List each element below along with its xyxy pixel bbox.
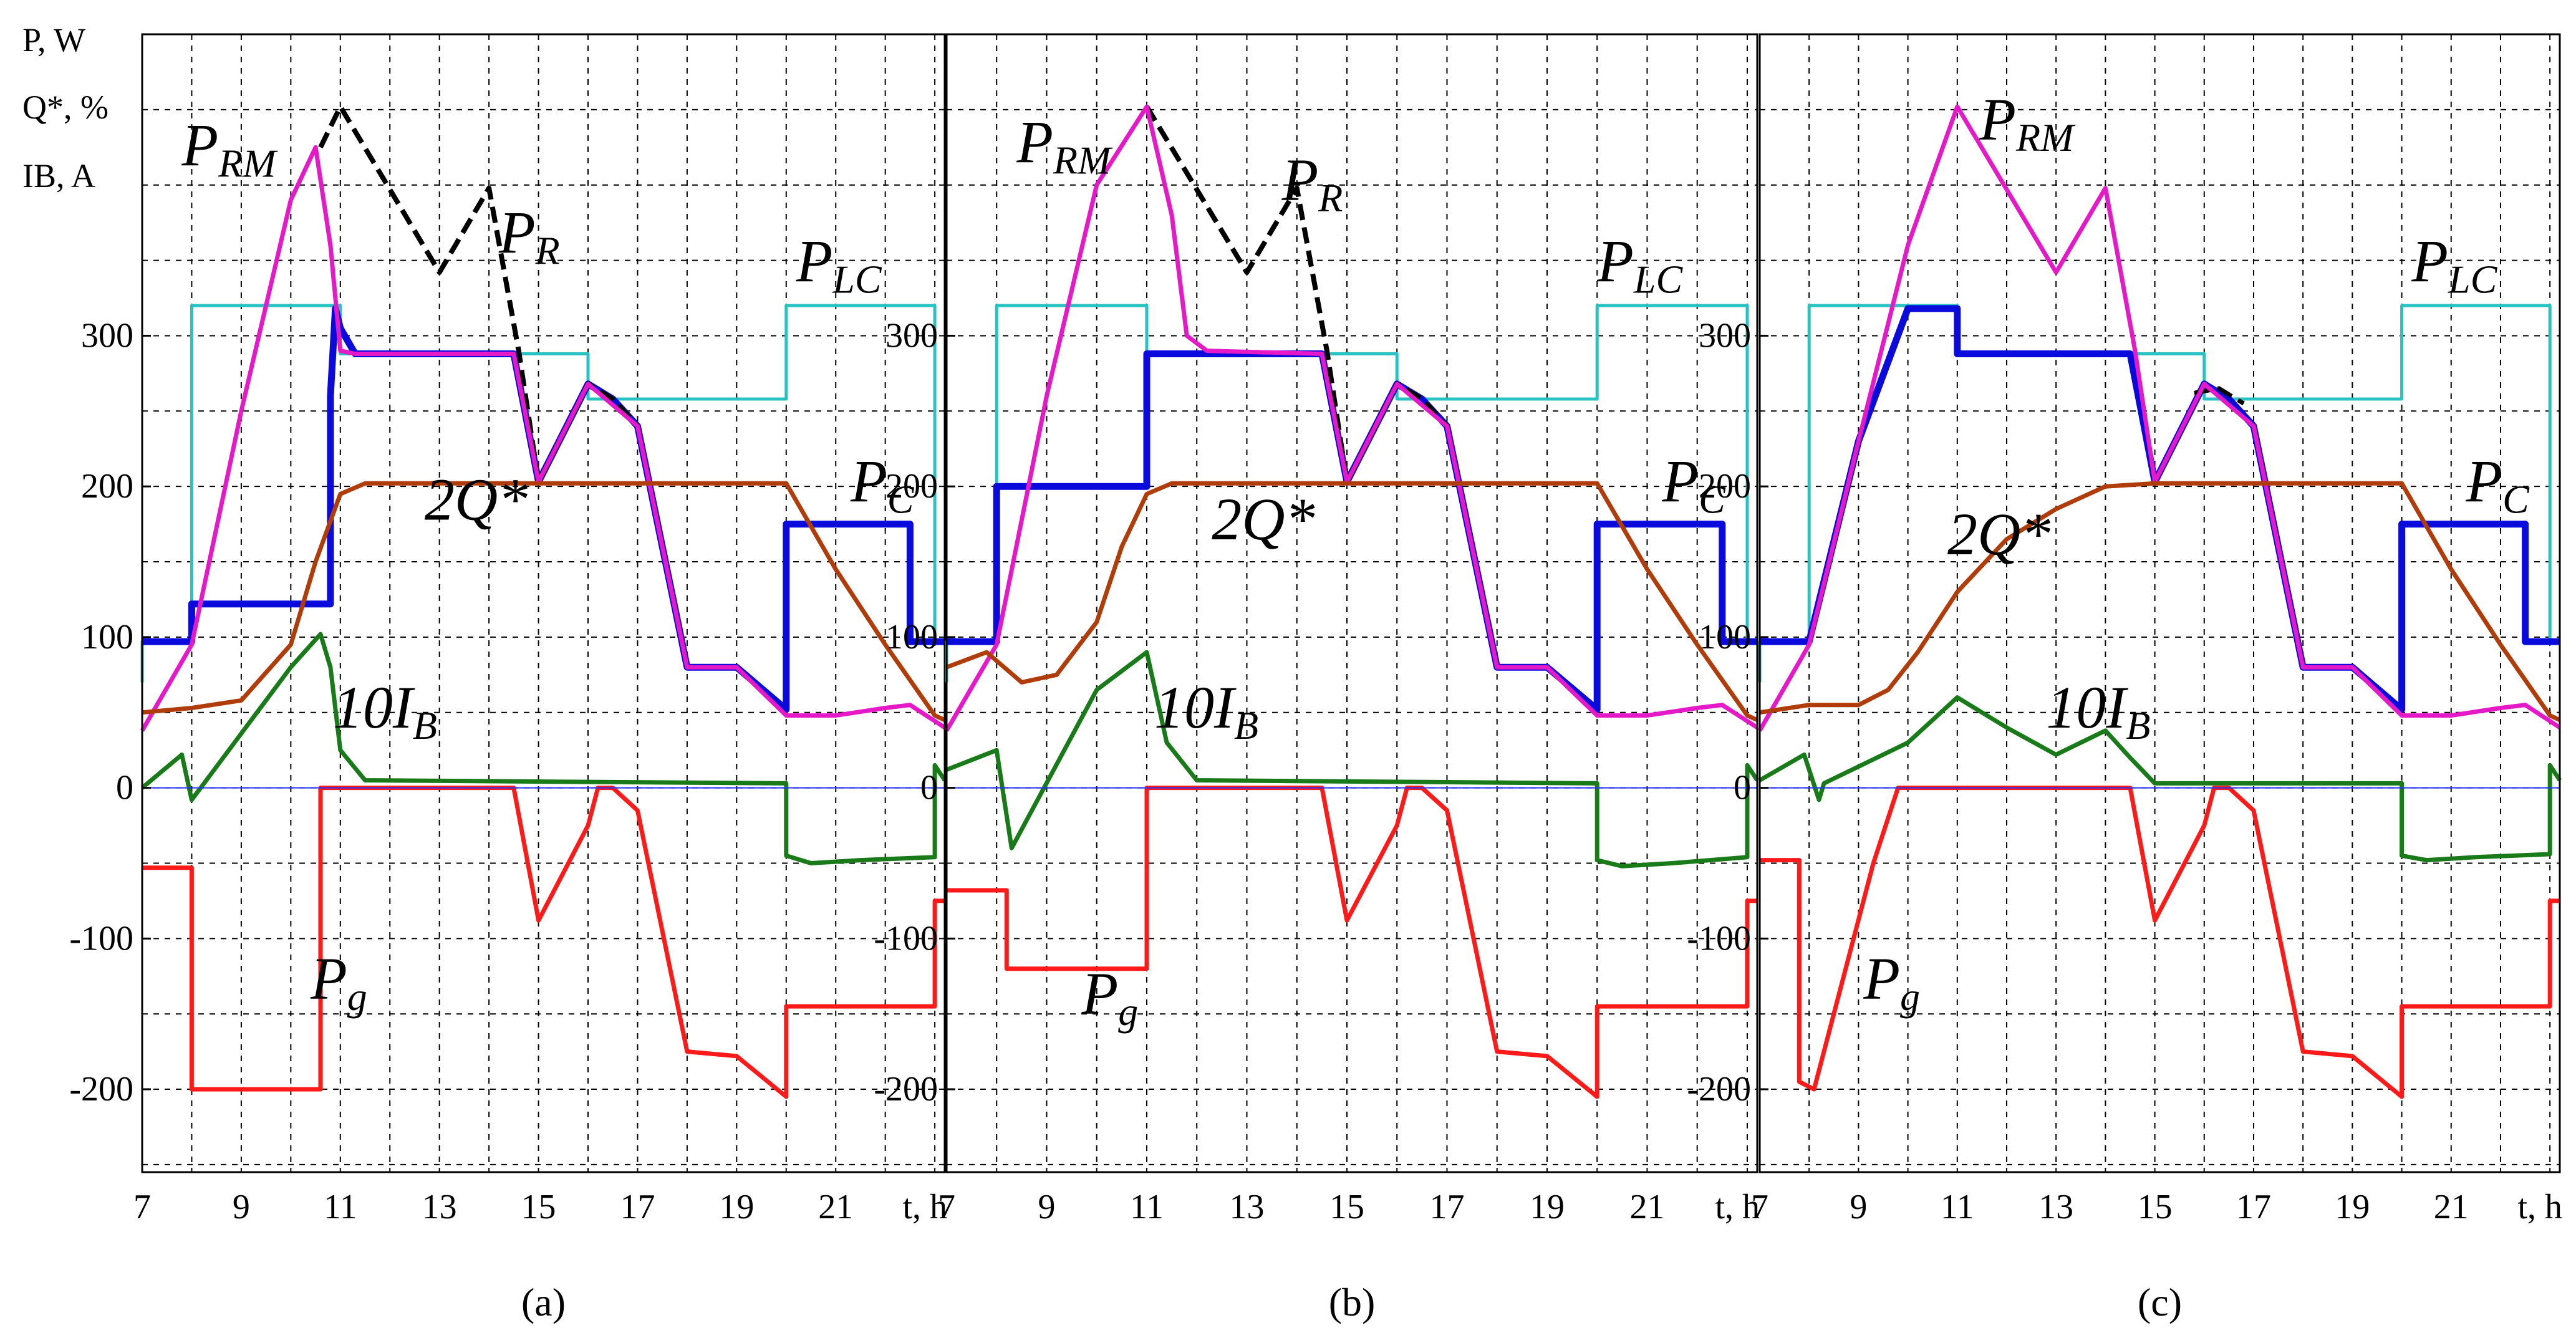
plot-frame <box>1758 33 2561 1173</box>
series-label-10i-b: 10IB <box>333 674 437 748</box>
series-line-p-r <box>1144 105 1449 484</box>
series-line-10i-b <box>945 650 1759 869</box>
x-tick-label: 7 <box>938 1188 955 1226</box>
y-tick-label: 0 <box>920 769 938 807</box>
y-tick-label: -100 <box>69 919 133 958</box>
x-tick-label: 13 <box>1229 1188 1264 1226</box>
series-label-p-g: Pg <box>1863 945 1920 1019</box>
x-tick-label: 11 <box>1941 1188 1974 1226</box>
x-tick-label: 19 <box>1530 1188 1565 1226</box>
panel-b: PLC PC PR PRM 2Q* 10IB Pg -200 -100 0 100 200 300 7 9 1… <box>874 33 1760 1324</box>
series-label-p-c: PC <box>850 448 915 521</box>
y-tick-label: 300 <box>885 316 938 355</box>
plot-frame <box>141 33 946 1173</box>
x-tick-label: 9 <box>233 1188 250 1226</box>
series-line-10i-b <box>1758 695 2562 863</box>
x-tick-label: 15 <box>1329 1188 1364 1226</box>
x-tick-label: 11 <box>324 1188 357 1226</box>
series-label-p-rm: PRM <box>1979 86 2076 160</box>
series-line-2q <box>945 481 1758 722</box>
y-tick-label: -100 <box>1687 919 1751 958</box>
y-tick-label: 300 <box>81 316 133 355</box>
panel-caption: (b) <box>1329 1280 1376 1324</box>
y-tick-label: 200 <box>81 467 133 506</box>
y-tick-label: 0 <box>116 769 133 807</box>
series-label-p-lc: PLC <box>2411 228 2497 301</box>
x-axis-label: t, h <box>2517 1188 2562 1226</box>
series-line-10i-b <box>140 632 947 865</box>
y-unit-label-charge: Q*, % <box>22 89 109 126</box>
series-label-p-r: PR <box>498 199 560 272</box>
series-label-2q: 2Q* <box>1212 486 1315 552</box>
series-line-2q <box>142 481 946 722</box>
x-tick-label: 21 <box>818 1188 853 1226</box>
x-axis-label: t, h <box>1715 1188 1760 1226</box>
panel-caption: (a) <box>521 1280 566 1324</box>
y-unit-label-power: P, W <box>22 21 85 59</box>
x-tick-label: 11 <box>1130 1188 1164 1226</box>
series-label-p-c: PC <box>2466 448 2530 521</box>
y-tick-label: -200 <box>1687 1070 1751 1109</box>
series-line-p-rm <box>1757 104 2561 732</box>
y-tick-label: -200 <box>69 1070 133 1109</box>
x-tick-label: 13 <box>2038 1188 2073 1226</box>
y-tick-label: 300 <box>1699 316 1751 355</box>
series-label-2q: 2Q* <box>1947 501 2050 567</box>
series-label-p-g: Pg <box>1081 960 1139 1034</box>
plot-frame <box>945 33 1758 1173</box>
y-tick-label: 200 <box>885 467 938 506</box>
x-tick-label: 9 <box>1038 1188 1055 1226</box>
x-tick-label: 15 <box>2138 1188 2173 1226</box>
x-tick-label: 7 <box>1751 1188 1768 1226</box>
x-tick-label: 21 <box>1629 1188 1664 1226</box>
series-label-2q: 2Q* <box>425 466 528 532</box>
y-unit-label-current: IB, A <box>22 157 95 195</box>
x-tick-label: 7 <box>133 1188 151 1226</box>
x-tick-label: 17 <box>1429 1188 1464 1226</box>
panel-caption: (c) <box>2138 1280 2182 1324</box>
x-axis-label: t, h <box>902 1188 947 1226</box>
series-line-p-c <box>947 350 1757 713</box>
series-label-p-g: Pg <box>310 945 367 1019</box>
y-tick-label: -100 <box>874 919 938 958</box>
panel-c: PLC PC PRM 2Q* 10IB Pg -200 -100 0 100 200 300 7 9 11 1… <box>1687 33 2562 1324</box>
x-tick-label: 15 <box>521 1188 556 1226</box>
chart-panels: PLC PC PR PRM 2Q* 10IB Pg -200 -100 0 100 200 300 7 9 1… <box>69 33 2562 1324</box>
series-label-p-lc: PLC <box>796 228 882 301</box>
series-line-2q <box>1759 481 2561 722</box>
series-label-p-rm: PRM <box>1016 108 1113 182</box>
x-tick-label: 17 <box>2236 1188 2271 1226</box>
y-tick-label: 200 <box>1699 467 1751 506</box>
series-label-10i-b: 10IB <box>1154 674 1258 748</box>
x-tick-label: 13 <box>422 1188 457 1226</box>
x-tick-label: 17 <box>620 1188 655 1226</box>
y-tick-label: -200 <box>874 1070 938 1109</box>
y-tick-label: 100 <box>885 618 938 657</box>
series-line-p-r <box>318 104 640 484</box>
series-label-p-rm: PRM <box>181 112 279 185</box>
y-tick-label: 100 <box>81 618 133 657</box>
x-tick-label: 19 <box>719 1188 754 1226</box>
x-tick-label: 19 <box>2335 1188 2370 1226</box>
series-label-p-r: PR <box>1281 147 1343 220</box>
series-line-p-g <box>1760 786 2560 1099</box>
x-tick-label: 9 <box>1850 1188 1867 1226</box>
grid <box>1760 34 2560 1172</box>
panel-a: PLC PC PR PRM 2Q* 10IB Pg -200 -100 0 100 200 300 7 9 1… <box>69 33 947 1324</box>
series-label-p-c: PC <box>1662 448 1727 521</box>
x-tick-label: 21 <box>2434 1188 2469 1226</box>
series-label-p-lc: PLC <box>1596 228 1683 301</box>
series-label-10i-b: 10IB <box>2046 674 2150 748</box>
y-tick-label: 0 <box>1734 769 1751 807</box>
series-line-p-c <box>1760 305 2560 713</box>
y-tick-label: 100 <box>1699 618 1751 657</box>
